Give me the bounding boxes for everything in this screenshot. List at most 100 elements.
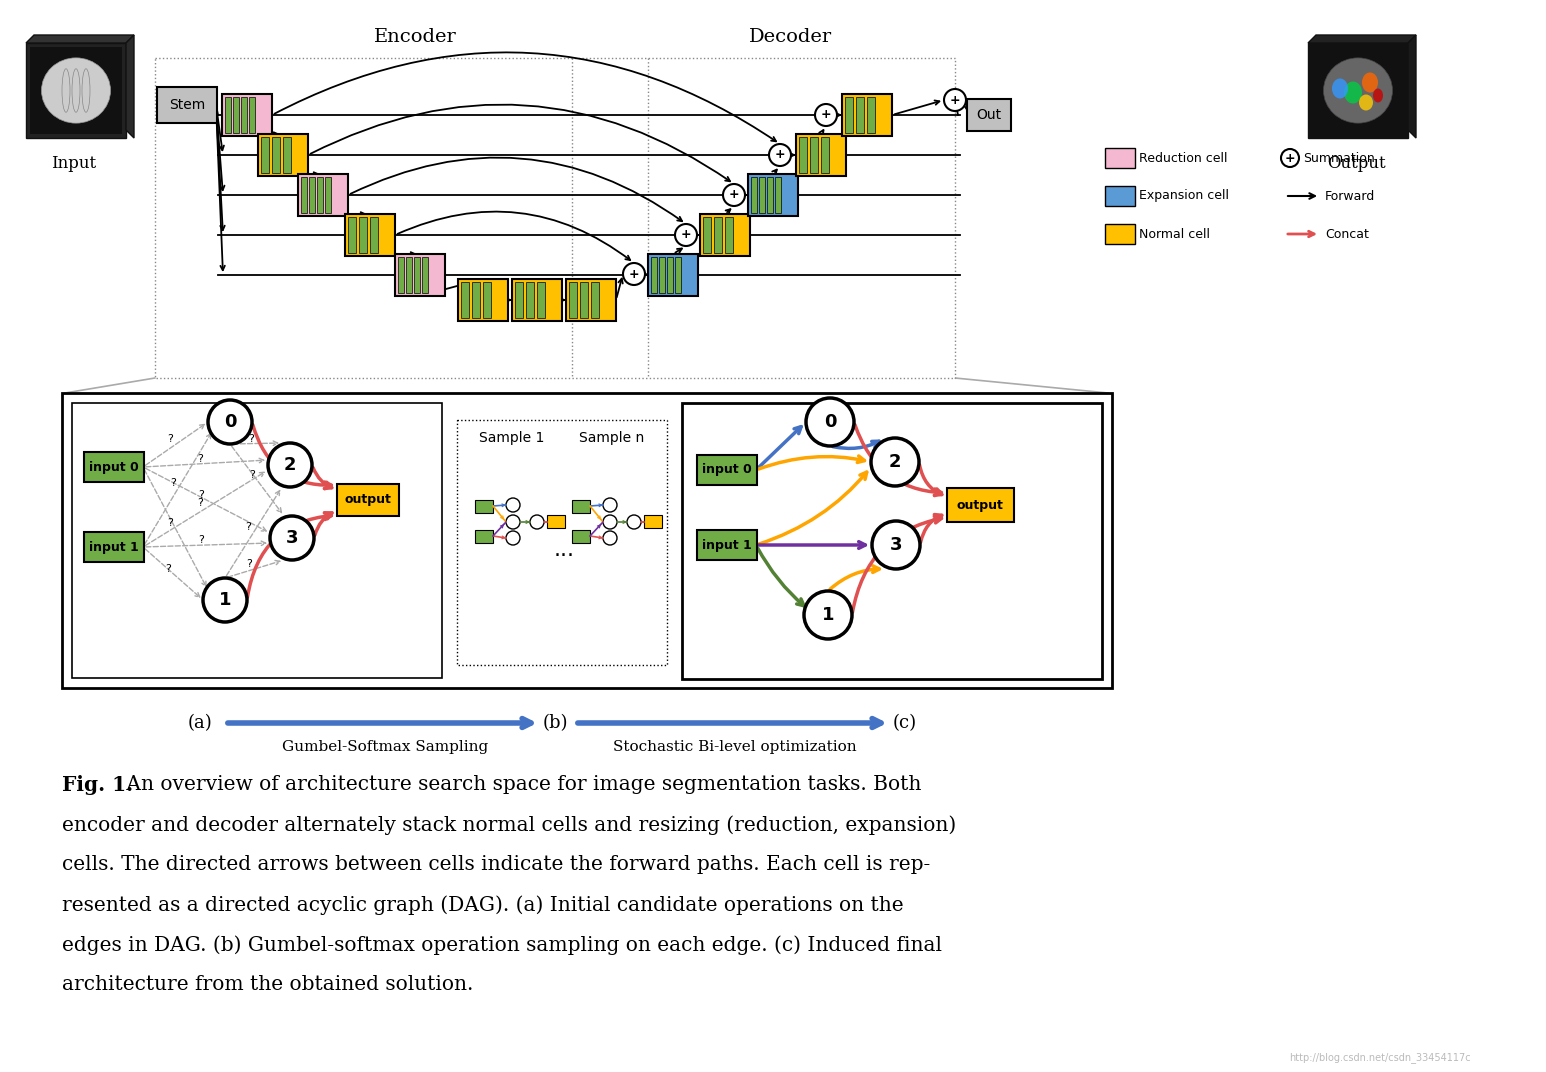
Circle shape [506, 515, 519, 528]
FancyBboxPatch shape [697, 455, 758, 485]
Bar [272, 137, 280, 173]
Circle shape [1282, 149, 1299, 167]
Bar [668, 257, 673, 293]
Bar [714, 217, 722, 253]
Bar [821, 137, 829, 173]
Circle shape [603, 498, 617, 512]
Text: http://blog.csdn.net/csdn_33454117c: http://blog.csdn.net/csdn_33454117c [1289, 1053, 1470, 1063]
Bar [751, 177, 758, 213]
Bar [317, 177, 323, 213]
Bar [536, 282, 544, 318]
Text: Stochastic Bi-level optimization: Stochastic Bi-level optimization [614, 740, 856, 754]
Circle shape [815, 104, 836, 126]
Bar [856, 96, 864, 133]
FancyBboxPatch shape [337, 483, 399, 516]
Text: edges in DAG. (b) Gumbel-softmax operation sampling on each edge. (c) Induced fi: edges in DAG. (b) Gumbel-softmax operati… [62, 935, 942, 955]
Bar [1313, 47, 1404, 134]
Bar [700, 214, 750, 256]
Text: (c): (c) [894, 714, 917, 732]
Bar [226, 96, 230, 133]
Circle shape [628, 515, 642, 528]
Circle shape [603, 531, 617, 545]
Bar [73, 403, 442, 678]
Bar [1105, 148, 1135, 168]
Text: Normal cell: Normal cell [1139, 227, 1211, 240]
Bar [233, 96, 240, 133]
Text: 3: 3 [286, 528, 298, 547]
Bar [223, 94, 272, 136]
Bar [461, 282, 468, 318]
Text: ?: ? [198, 535, 204, 545]
Bar [155, 58, 955, 378]
Ellipse shape [42, 58, 110, 123]
Bar [359, 217, 366, 253]
Bar [325, 177, 331, 213]
Polygon shape [1408, 35, 1416, 138]
Text: Concat: Concat [1325, 227, 1368, 240]
Bar [580, 282, 587, 318]
Circle shape [203, 578, 247, 622]
Text: ?: ? [247, 433, 254, 444]
Circle shape [945, 89, 966, 111]
FancyBboxPatch shape [966, 99, 1011, 131]
Circle shape [805, 398, 853, 446]
Polygon shape [1308, 35, 1416, 43]
FancyBboxPatch shape [948, 488, 1014, 522]
Bar [572, 530, 591, 544]
Text: Out: Out [977, 108, 1002, 122]
Bar [458, 420, 666, 665]
Bar [648, 254, 697, 296]
Bar [566, 279, 615, 321]
Polygon shape [26, 35, 135, 43]
Circle shape [506, 531, 519, 545]
Bar [748, 174, 798, 215]
Ellipse shape [1323, 58, 1393, 123]
Text: ?: ? [167, 434, 173, 445]
Bar [249, 96, 255, 133]
Text: Gumbel-Softmax Sampling: Gumbel-Softmax Sampling [281, 740, 489, 754]
Ellipse shape [1362, 73, 1377, 92]
Ellipse shape [1359, 94, 1373, 110]
Bar [775, 177, 781, 213]
Bar [799, 137, 807, 173]
Bar [414, 257, 421, 293]
Bar [475, 530, 493, 544]
Bar [422, 257, 428, 293]
Bar [515, 282, 523, 318]
Bar [676, 257, 682, 293]
Circle shape [872, 521, 920, 569]
Text: +: + [821, 108, 832, 121]
Bar [645, 515, 662, 528]
Text: +: + [680, 228, 691, 241]
Text: input 1: input 1 [90, 540, 139, 553]
Bar [526, 282, 533, 318]
Bar [572, 500, 591, 513]
Bar [345, 214, 394, 256]
Text: ?: ? [246, 522, 252, 533]
Text: ?: ? [170, 478, 176, 489]
Text: output: output [345, 493, 391, 506]
Circle shape [623, 263, 645, 285]
Bar [703, 217, 711, 253]
Text: Fig. 1.: Fig. 1. [62, 775, 133, 795]
Bar [394, 254, 445, 296]
Circle shape [209, 400, 252, 444]
Bar [843, 94, 892, 136]
Text: +: + [728, 189, 739, 202]
Text: Output: Output [1326, 155, 1385, 173]
Bar [1105, 187, 1135, 206]
Text: input 0: input 0 [90, 461, 139, 474]
Bar [796, 134, 846, 176]
Bar [369, 217, 377, 253]
Text: 0: 0 [224, 413, 237, 431]
Bar [472, 282, 479, 318]
Circle shape [271, 516, 314, 560]
Circle shape [506, 498, 519, 512]
Bar [26, 43, 127, 138]
Text: (a): (a) [187, 714, 212, 732]
Bar [482, 282, 492, 318]
Bar [309, 177, 315, 213]
Circle shape [267, 443, 312, 487]
Text: Stem: Stem [169, 98, 206, 111]
Text: Input: Input [51, 155, 96, 173]
